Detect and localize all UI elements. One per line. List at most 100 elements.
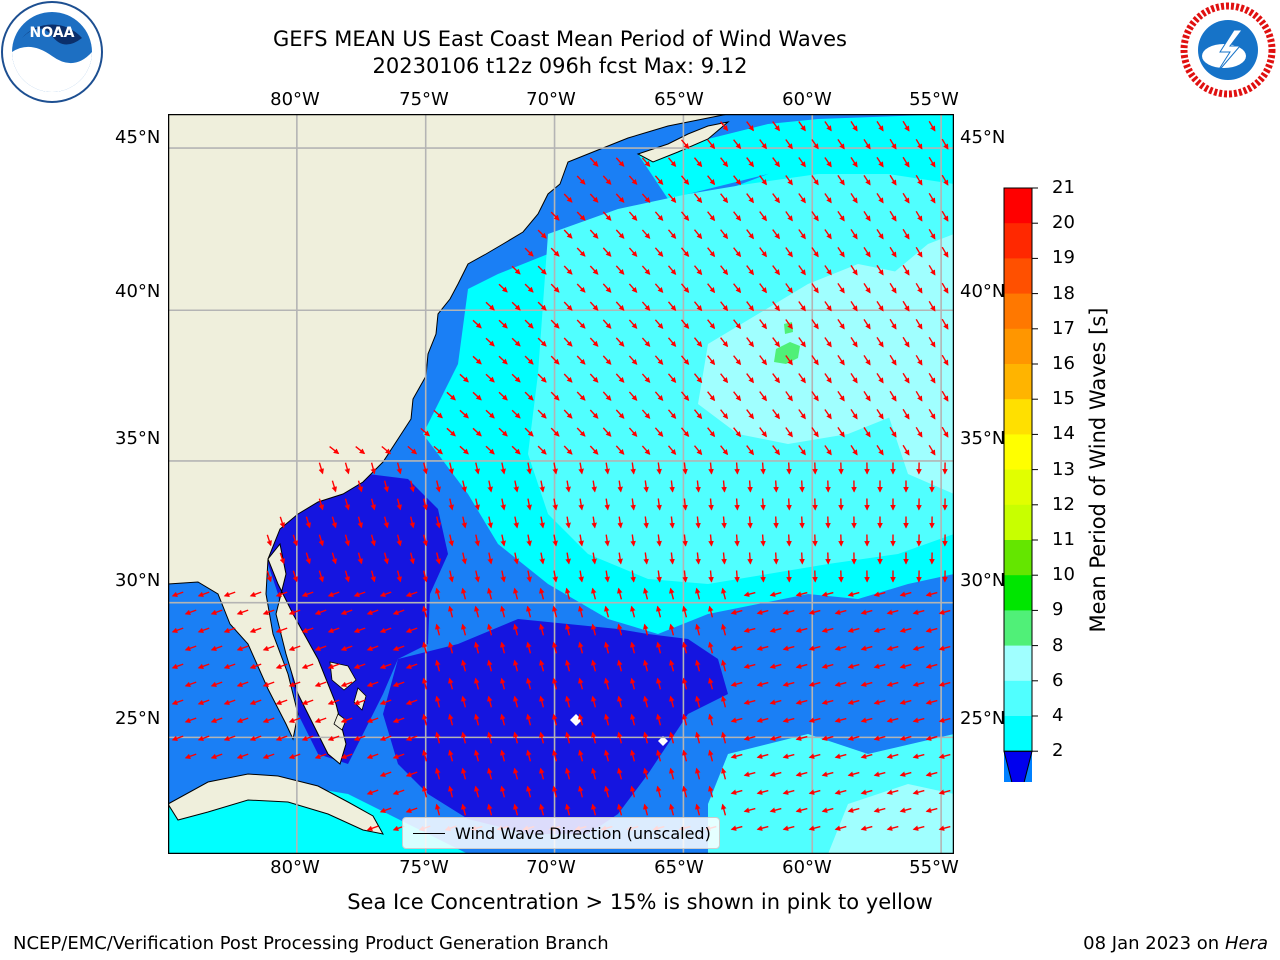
wave-direction-arrow (834, 645, 847, 651)
wave-direction-arrow (695, 516, 701, 529)
wave-direction-arrow (889, 390, 897, 402)
wave-direction-arrow (539, 516, 545, 529)
wave-direction-arrow (565, 803, 571, 816)
wave-direction-arrow (860, 825, 873, 831)
wave-direction-arrow (617, 659, 623, 672)
wave-direction-arrow (837, 283, 845, 294)
wave-direction-arrow (643, 587, 649, 600)
wave-direction-arrow (656, 713, 662, 726)
wave-direction-arrow (563, 445, 573, 455)
wave-direction-arrow (707, 391, 716, 402)
wave-direction-arrow (863, 355, 871, 366)
wave-direction-arrow (811, 391, 819, 402)
wave-direction-arrow (837, 247, 845, 258)
wave-direction-arrow (474, 498, 480, 511)
wave-direction-arrow (331, 552, 337, 565)
wave-direction-arrow (756, 789, 769, 795)
wave-direction-arrow (693, 301, 703, 312)
wave-direction-arrow (734, 534, 740, 547)
wave-direction-arrow (756, 609, 769, 615)
wave-direction-arrow (485, 445, 495, 455)
wave-direction-arrow (769, 627, 782, 633)
wave-direction-arrow (772, 301, 780, 312)
wave-direction-arrow (262, 717, 275, 723)
wave-direction-arrow (641, 229, 651, 239)
wave-direction-arrow (811, 283, 819, 294)
wave-direction-arrow (301, 591, 314, 597)
wave-direction-arrow (707, 139, 716, 150)
wave-direction-arrow (617, 695, 623, 708)
wave-direction-arrow (795, 591, 808, 597)
wave-direction-arrow (318, 462, 324, 475)
wave-direction-arrow (656, 570, 662, 583)
wave-direction-arrow (782, 825, 795, 831)
wave-direction-arrow (733, 175, 742, 186)
wave-direction-arrow (876, 337, 884, 348)
wave-direction-arrow (769, 663, 782, 669)
wave-direction-arrow (524, 283, 534, 293)
wave-direction-arrow (941, 210, 949, 222)
wave-direction-arrow (487, 480, 493, 493)
wave-direction-arrow (604, 462, 610, 475)
wave-direction-arrow (743, 627, 756, 633)
wave-direction-arrow (798, 265, 806, 276)
wave-direction-arrow (915, 318, 923, 330)
wave-direction-arrow (656, 641, 662, 654)
wave-direction-arrow (565, 552, 571, 565)
wave-direction-arrow (808, 717, 821, 723)
wave-direction-arrow (498, 319, 508, 329)
wave-direction-arrow (578, 534, 584, 547)
wave-direction-arrow (591, 695, 597, 708)
wave-direction-arrow (811, 319, 819, 330)
colorbar-segment (1004, 399, 1032, 435)
wave-direction-arrow (938, 789, 951, 795)
wave-direction-arrow (550, 391, 560, 401)
wave-direction-arrow (680, 283, 690, 294)
wave-direction-arrow (707, 319, 716, 330)
wave-direction-arrow (759, 247, 767, 258)
wave-direction-arrow (184, 753, 197, 759)
wave-direction-arrow (643, 731, 649, 744)
wave-direction-arrow (912, 681, 925, 687)
wave-direction-arrow (500, 605, 506, 618)
wave-direction-arrow (461, 480, 467, 493)
wave-direction-arrow (667, 445, 677, 456)
wave-direction-arrow (565, 695, 571, 708)
wave-direction-arrow (604, 534, 610, 547)
wave-direction-arrow (721, 587, 727, 600)
wave-direction-arrow (811, 247, 819, 258)
wave-direction-arrow (772, 121, 780, 132)
wave-direction-arrow (786, 570, 792, 583)
wave-direction-arrow (524, 355, 534, 365)
wave-direction-arrow (327, 699, 340, 705)
wave-direction-arrow (526, 641, 532, 654)
wave-direction-arrow (746, 121, 754, 132)
wave-direction-arrow (643, 516, 649, 529)
wave-direction-arrow (472, 391, 482, 401)
wave-direction-arrow (184, 717, 197, 723)
wave-direction-arrow (589, 229, 599, 239)
wave-direction-arrow (392, 645, 405, 651)
wave-direction-arrow (526, 462, 532, 475)
wave-direction-arrow (589, 337, 599, 347)
left-lat-label: 30°N (115, 570, 161, 591)
wave-direction-arrow (850, 265, 858, 276)
wave-direction-arrow (433, 409, 443, 419)
wave-direction-arrow (785, 211, 793, 222)
credit-line: NCEP/EMC/Verification Post Processing Pr… (13, 933, 609, 954)
wave-direction-arrow (667, 193, 677, 204)
wave-direction-arrow (366, 681, 379, 687)
wave-direction-arrow (756, 645, 769, 651)
wave-direction-arrow (847, 699, 860, 705)
noaa-logo-text: NOAA (30, 25, 75, 41)
wave-direction-arrow (448, 749, 454, 762)
wave-direction-arrow (821, 771, 834, 777)
wave-direction-arrow (821, 699, 834, 705)
wave-direction-arrow (730, 645, 743, 651)
wave-direction-arrow (773, 516, 779, 529)
wave-direction-arrow (617, 552, 623, 565)
wave-direction-arrow (902, 228, 910, 240)
wave-direction-arrow (785, 139, 793, 150)
wave-direction-arrow (474, 605, 480, 618)
wave-direction-arrow (656, 785, 662, 798)
